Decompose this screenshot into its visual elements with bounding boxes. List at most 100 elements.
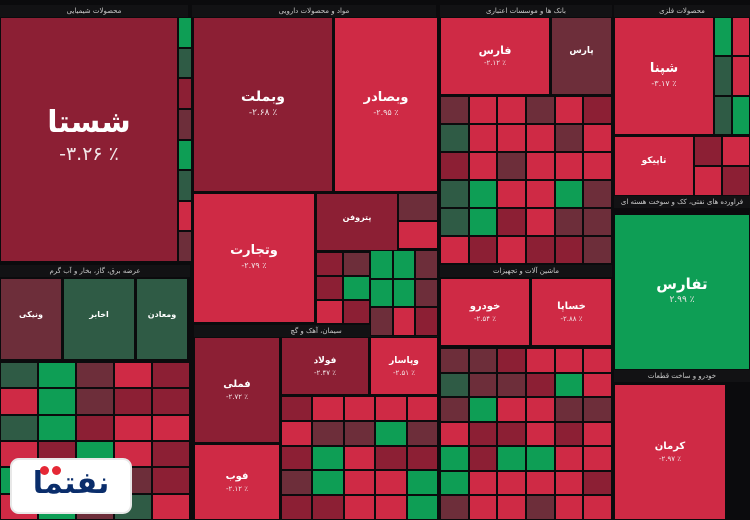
stock-tile[interactable]: تفارس ۲.۹۹ ٪ [614,214,750,370]
stock-tile[interactable]: فولاد -۲.۴۷ ٪ [281,337,369,395]
stock-tile[interactable] [393,279,415,307]
stock-tile[interactable] [583,236,612,264]
stock-tile[interactable] [555,96,583,124]
stock-tile[interactable] [415,279,438,307]
stock-tile[interactable]: پارس [551,17,612,95]
stock-tile[interactable] [722,166,750,196]
stock-tile[interactable] [312,470,344,495]
stock-tile[interactable] [526,495,555,520]
stock-tile[interactable] [407,396,438,421]
stock-tile[interactable] [281,495,312,520]
stock-tile[interactable] [497,124,526,152]
stock-tile[interactable] [469,152,497,180]
stock-tile[interactable] [312,396,344,421]
stock-tile[interactable] [440,422,469,446]
stock-tile[interactable] [375,446,407,470]
stock-tile[interactable] [469,180,497,208]
stock-tile[interactable] [497,152,526,180]
stock-tile[interactable]: خودرو -۲.۵۴ ٪ [440,278,530,346]
stock-tile[interactable] [722,136,750,166]
stock-tile[interactable] [370,307,393,336]
stock-tile[interactable] [497,348,526,373]
stock-tile[interactable] [316,300,343,324]
stock-tile[interactable] [555,495,583,520]
stock-tile[interactable] [344,421,375,446]
stock-tile[interactable] [583,180,612,208]
stock-tile[interactable] [469,471,497,495]
stock-tile[interactable] [497,446,526,471]
stock-tile[interactable] [312,495,344,520]
stock-tile[interactable]: تاپیکو [614,136,694,196]
stock-tile[interactable] [407,495,438,520]
stock-tile[interactable] [407,446,438,470]
stock-tile[interactable] [407,470,438,495]
stock-tile[interactable] [0,415,38,441]
stock-tile[interactable] [178,48,192,78]
stock-tile[interactable] [0,388,38,415]
stock-tile[interactable] [583,152,612,180]
stock-tile[interactable] [583,446,612,471]
stock-tile[interactable] [370,250,393,279]
stock-tile[interactable]: کرمان -۲.۹۷ ٪ [614,384,726,520]
stock-tile[interactable] [344,446,375,470]
stock-tile[interactable] [38,388,76,415]
stock-tile[interactable]: خساپا -۲.۸۸ ٪ [531,278,612,346]
stock-tile[interactable] [375,421,407,446]
stock-tile[interactable]: شپنا -۳.۱۷ ٪ [614,17,714,135]
stock-tile[interactable] [393,250,415,279]
stock-tile[interactable]: شستا -۳.۲۶ ٪ [0,17,178,262]
stock-tile[interactable] [76,362,114,388]
stock-tile[interactable] [316,276,343,300]
stock-tile[interactable] [407,421,438,446]
stock-tile[interactable] [393,307,415,336]
stock-tile[interactable] [440,471,469,495]
stock-tile[interactable] [281,396,312,421]
stock-tile[interactable] [555,373,583,397]
stock-tile[interactable] [114,388,152,415]
stock-tile[interactable] [152,467,190,494]
stock-tile[interactable] [469,422,497,446]
stock-tile[interactable] [152,388,190,415]
stock-tile[interactable] [76,388,114,415]
stock-tile[interactable] [343,300,370,324]
stock-tile[interactable] [440,495,469,520]
stock-tile[interactable] [555,208,583,236]
stock-tile[interactable] [732,17,750,56]
stock-tile[interactable] [555,446,583,471]
stock-tile[interactable] [469,208,497,236]
stock-tile[interactable] [555,348,583,373]
stock-tile[interactable] [440,348,469,373]
stock-tile[interactable] [469,124,497,152]
stock-tile[interactable] [583,124,612,152]
stock-tile[interactable] [732,56,750,96]
stock-tile[interactable] [415,307,438,336]
stock-tile[interactable] [440,124,469,152]
stock-tile[interactable] [440,152,469,180]
stock-tile[interactable] [38,415,76,441]
stock-tile[interactable] [555,471,583,495]
stock-tile[interactable] [497,422,526,446]
stock-tile[interactable] [469,96,497,124]
stock-tile[interactable] [281,421,312,446]
stock-tile[interactable] [469,348,497,373]
stock-tile[interactable] [555,397,583,422]
stock-tile[interactable] [469,236,497,264]
stock-tile[interactable] [526,236,555,264]
stock-tile[interactable] [583,471,612,495]
stock-tile[interactable] [375,470,407,495]
stock-tile[interactable] [178,201,192,231]
stock-tile[interactable] [497,373,526,397]
stock-tile[interactable] [497,180,526,208]
stock-tile[interactable]: وتجارت -۲.۷۹ ٪ [193,193,315,323]
stock-tile[interactable] [114,362,152,388]
stock-tile[interactable] [440,236,469,264]
stock-tile[interactable] [440,397,469,422]
stock-tile[interactable] [526,471,555,495]
stock-tile[interactable] [38,362,76,388]
stock-tile[interactable]: وبصادر -۲.۹۵ ٪ [334,17,438,192]
stock-tile[interactable]: فارس -۲.۱۲ ٪ [440,17,550,95]
stock-tile[interactable]: وبملت -۲.۶۸ ٪ [193,17,333,192]
stock-tile[interactable] [343,252,370,276]
stock-tile[interactable] [469,373,497,397]
stock-tile[interactable] [281,470,312,495]
